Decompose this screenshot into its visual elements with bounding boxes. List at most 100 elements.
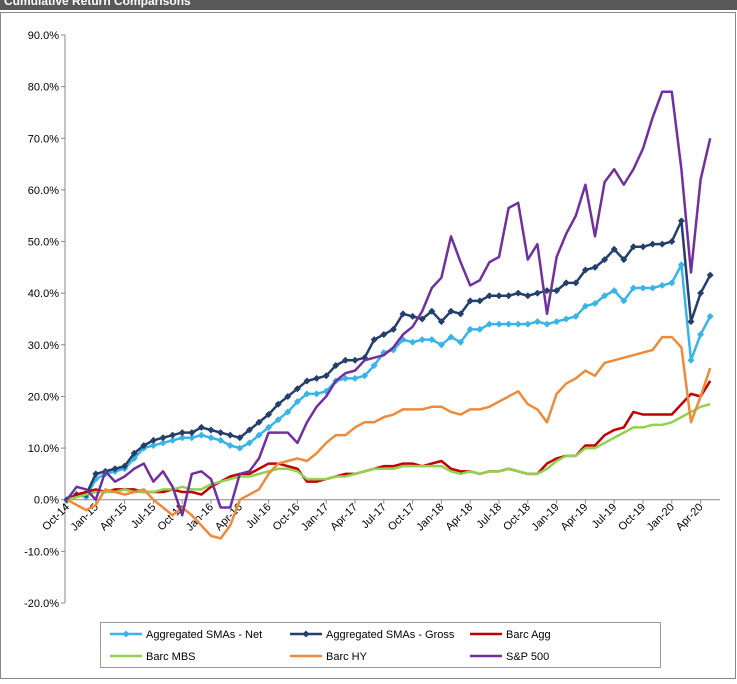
x-tick-label: Jan-20: [645, 501, 677, 533]
y-tick-label: 80.0%: [28, 82, 59, 94]
x-tick-label: Apr-19: [559, 501, 591, 533]
legend-label: S&P 500: [506, 651, 549, 663]
series-marker: [620, 297, 628, 305]
series-marker: [188, 434, 196, 442]
series-marker: [687, 356, 695, 364]
legend-label: Aggregated SMAs - Net: [146, 629, 262, 641]
series-marker: [581, 302, 589, 310]
series-marker: [437, 318, 445, 326]
y-tick-label: 30.0%: [28, 340, 59, 352]
series-marker: [658, 281, 666, 289]
series-marker: [217, 429, 225, 437]
x-tick-label: Jul-15: [129, 501, 159, 531]
series-marker: [697, 330, 705, 338]
series-marker: [341, 356, 349, 364]
series-marker: [226, 431, 234, 439]
series-marker: [457, 310, 465, 318]
series-marker: [572, 279, 580, 287]
series-marker: [217, 436, 225, 444]
series-marker: [533, 318, 541, 326]
series-marker: [370, 361, 378, 369]
series-marker: [639, 243, 647, 251]
series-marker: [524, 292, 532, 300]
series-marker: [601, 256, 609, 264]
series-marker: [639, 284, 647, 292]
series-marker: [399, 310, 407, 318]
y-tick-label: 60.0%: [28, 185, 59, 197]
series-marker: [495, 320, 503, 328]
series-marker: [677, 217, 685, 225]
series-marker: [620, 256, 628, 264]
series-marker: [706, 312, 714, 320]
series-marker: [418, 336, 426, 344]
series-marker: [265, 411, 273, 419]
chart-frame: [0, 12, 736, 679]
series-marker: [581, 266, 589, 274]
series-marker: [677, 261, 685, 269]
series-marker: [649, 240, 657, 248]
legend-marker: [122, 630, 130, 638]
series-marker: [466, 297, 474, 305]
x-tick-label: Oct-18: [501, 501, 533, 533]
series-marker: [207, 426, 215, 434]
series-marker: [293, 398, 301, 406]
y-tick-label: 10.0%: [28, 443, 59, 455]
series-marker: [629, 284, 637, 292]
series-marker: [562, 315, 570, 323]
series-marker: [293, 385, 301, 393]
series-marker: [437, 341, 445, 349]
series-marker: [418, 315, 426, 323]
x-tick-label: Jul-19: [590, 501, 620, 531]
series-marker: [370, 336, 378, 344]
x-tick-label: Jan-19: [529, 501, 561, 533]
series-marker: [457, 338, 465, 346]
series-marker: [111, 465, 119, 473]
series-marker: [380, 330, 388, 338]
series-marker: [562, 279, 570, 287]
chart-title: Cumulative Return Comparisons: [4, 0, 191, 8]
series-marker: [485, 292, 493, 300]
series-marker: [178, 429, 186, 437]
x-tick-label: Oct-17: [386, 501, 418, 533]
series-marker: [169, 436, 177, 444]
series-marker: [409, 338, 417, 346]
series-marker: [505, 292, 513, 300]
y-tick-label: 90.0%: [28, 30, 59, 42]
series-marker: [543, 320, 551, 328]
series-marker: [265, 423, 273, 431]
series-marker: [428, 307, 436, 315]
x-tick-label: Jan-18: [414, 501, 446, 533]
series-marker: [389, 325, 397, 333]
series-marker: [255, 418, 263, 426]
series-marker: [274, 400, 282, 408]
series-marker: [236, 434, 244, 442]
series-marker: [629, 243, 637, 251]
series-marker: [313, 374, 321, 382]
series-marker: [668, 279, 676, 287]
series-marker: [197, 431, 205, 439]
series-marker: [188, 429, 196, 437]
legend-box: [100, 622, 661, 668]
series-marker: [226, 442, 234, 450]
y-tick-label: 50.0%: [28, 237, 59, 249]
series-marker: [601, 292, 609, 300]
series-marker: [505, 320, 513, 328]
series-marker: [649, 284, 657, 292]
y-tick-label: 0.0%: [34, 495, 59, 507]
series-marker: [428, 336, 436, 344]
series-marker: [706, 271, 714, 279]
x-tick-label: Apr-17: [328, 501, 360, 533]
series-marker: [140, 442, 148, 450]
series-marker: [553, 287, 561, 295]
x-tick-label: Apr-18: [443, 501, 475, 533]
series-marker: [495, 292, 503, 300]
series-marker: [159, 434, 167, 442]
series-marker: [591, 263, 599, 271]
series-marker: [610, 245, 618, 253]
series-line: [66, 335, 712, 540]
header-bar: [0, 0, 737, 10]
series-marker: [245, 439, 253, 447]
series-marker: [476, 325, 484, 333]
series-marker: [572, 312, 580, 320]
